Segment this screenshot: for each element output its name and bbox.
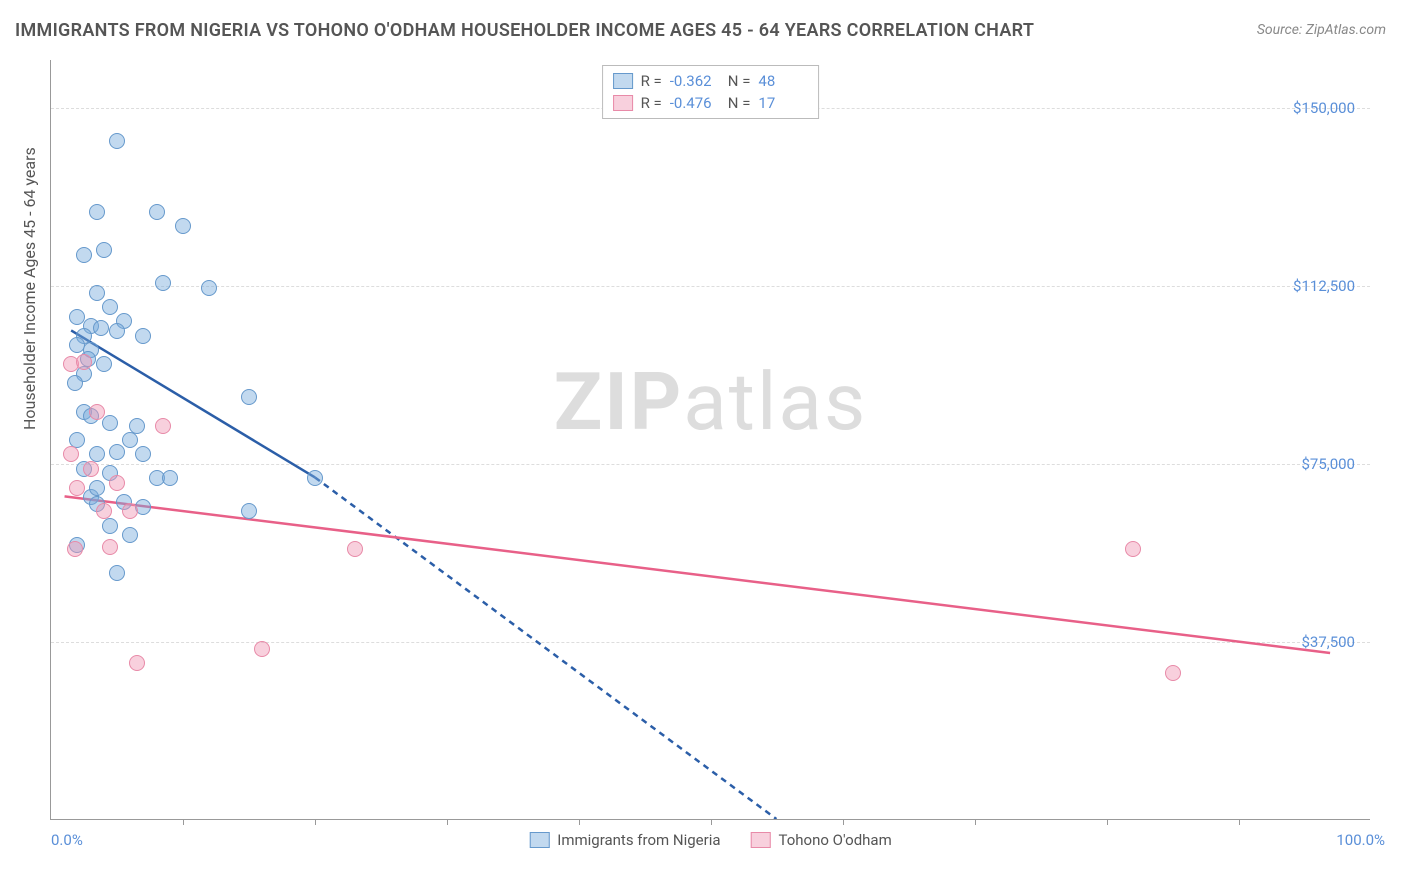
scatter-point-blue bbox=[89, 204, 105, 220]
gridline bbox=[51, 464, 1370, 465]
scatter-point-blue bbox=[122, 527, 138, 543]
correlation-chart: IMMIGRANTS FROM NIGERIA VS TOHONO O'ODHA… bbox=[0, 0, 1406, 892]
legend-stats-row-pink: R = -0.476 N = 17 bbox=[613, 92, 809, 114]
scatter-point-blue bbox=[89, 285, 105, 301]
x-tick bbox=[183, 819, 184, 825]
legend-stats-row-blue: R = -0.362 N = 48 bbox=[613, 70, 809, 92]
x-tick bbox=[1239, 819, 1240, 825]
legend-swatch-blue bbox=[613, 73, 633, 89]
scatter-point-blue bbox=[96, 242, 112, 258]
scatter-point-blue bbox=[102, 518, 118, 534]
scatter-point-pink bbox=[1125, 541, 1141, 557]
scatter-point-blue bbox=[102, 299, 118, 315]
scatter-point-pink bbox=[67, 541, 83, 557]
scatter-point-pink bbox=[69, 480, 85, 496]
scatter-point-blue bbox=[175, 218, 191, 234]
scatter-point-pink bbox=[96, 503, 112, 519]
scatter-point-pink bbox=[63, 446, 79, 462]
trend-line bbox=[315, 477, 776, 819]
scatter-point-pink bbox=[76, 354, 92, 370]
legend-swatch-pink bbox=[613, 95, 633, 111]
legend-series: Immigrants from Nigeria Tohono O'odham bbox=[529, 831, 892, 849]
y-tick-label: $112,500 bbox=[1293, 277, 1355, 295]
scatter-point-blue bbox=[93, 320, 109, 336]
scatter-point-blue bbox=[241, 389, 257, 405]
x-axis-min: 0.0% bbox=[51, 831, 83, 849]
scatter-point-pink bbox=[347, 541, 363, 557]
legend-swatch-pink bbox=[751, 832, 771, 848]
scatter-point-blue bbox=[241, 503, 257, 519]
gridline bbox=[51, 642, 1370, 643]
scatter-point-pink bbox=[83, 461, 99, 477]
plot-area: ZIPatlas $37,500$75,000$112,500$150,000 … bbox=[50, 60, 1370, 820]
trend-lines bbox=[51, 60, 1370, 819]
x-tick bbox=[843, 819, 844, 825]
x-tick bbox=[579, 819, 580, 825]
chart-title: IMMIGRANTS FROM NIGERIA VS TOHONO O'ODHA… bbox=[15, 20, 1034, 41]
y-tick-label: $150,000 bbox=[1293, 99, 1355, 117]
scatter-point-blue bbox=[102, 415, 118, 431]
scatter-point-blue bbox=[122, 432, 138, 448]
x-axis-max: 100.0% bbox=[1336, 831, 1385, 849]
trend-line bbox=[71, 330, 315, 477]
scatter-point-blue bbox=[307, 470, 323, 486]
scatter-point-blue bbox=[149, 204, 165, 220]
trend-line bbox=[65, 496, 1331, 653]
y-axis-title: Householder Income Ages 45 - 64 years bbox=[20, 147, 39, 430]
legend-stats: R = -0.362 N = 48 R = -0.476 N = 17 bbox=[602, 65, 820, 119]
scatter-point-pink bbox=[102, 539, 118, 555]
scatter-point-pink bbox=[122, 503, 138, 519]
y-tick-label: $75,000 bbox=[1301, 455, 1355, 473]
scatter-point-blue bbox=[155, 275, 171, 291]
legend-item-blue: Immigrants from Nigeria bbox=[529, 831, 720, 849]
scatter-point-pink bbox=[155, 418, 171, 434]
scatter-point-blue bbox=[109, 444, 125, 460]
watermark: ZIPatlas bbox=[554, 355, 867, 449]
x-tick bbox=[447, 819, 448, 825]
x-tick bbox=[1107, 819, 1108, 825]
scatter-point-blue bbox=[135, 328, 151, 344]
x-tick bbox=[315, 819, 316, 825]
legend-item-pink: Tohono O'odham bbox=[751, 831, 892, 849]
gridline bbox=[51, 286, 1370, 287]
scatter-point-blue bbox=[201, 280, 217, 296]
x-tick bbox=[975, 819, 976, 825]
scatter-point-pink bbox=[89, 404, 105, 420]
scatter-point-pink bbox=[254, 641, 270, 657]
scatter-point-pink bbox=[129, 655, 145, 671]
scatter-point-pink bbox=[109, 475, 125, 491]
scatter-point-blue bbox=[109, 565, 125, 581]
scatter-point-blue bbox=[109, 133, 125, 149]
scatter-point-blue bbox=[89, 480, 105, 496]
legend-swatch-blue bbox=[529, 832, 549, 848]
scatter-point-blue bbox=[67, 375, 83, 391]
scatter-point-blue bbox=[96, 356, 112, 372]
x-tick bbox=[711, 819, 712, 825]
scatter-point-blue bbox=[135, 446, 151, 462]
source-attribution: Source: ZipAtlas.com bbox=[1257, 22, 1386, 38]
y-tick-label: $37,500 bbox=[1301, 633, 1355, 651]
scatter-point-blue bbox=[76, 247, 92, 263]
scatter-point-pink bbox=[1165, 665, 1181, 681]
scatter-point-blue bbox=[109, 323, 125, 339]
scatter-point-blue bbox=[162, 470, 178, 486]
